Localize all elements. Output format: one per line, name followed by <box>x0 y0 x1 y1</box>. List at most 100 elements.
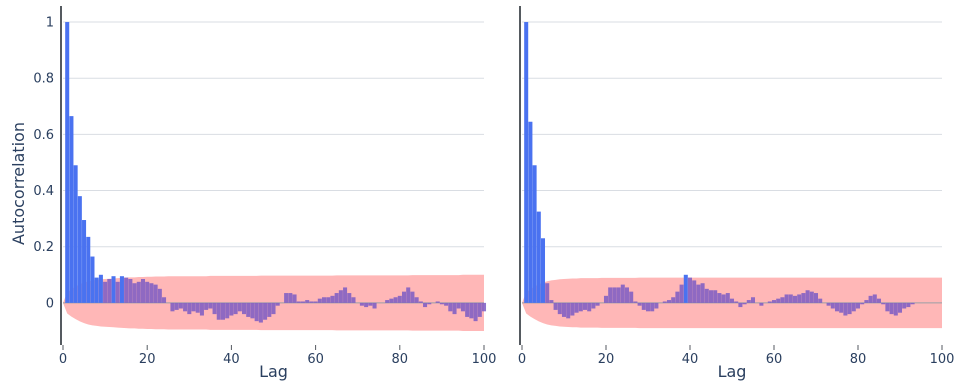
panel1-acf-bar <box>267 302 272 317</box>
panel2-acf-bar <box>788 294 793 303</box>
panel1-acf-bar <box>317 298 322 303</box>
panel2-acf-bar <box>528 121 533 303</box>
panel1-acf-bar <box>439 302 444 305</box>
panel1-acf-bar <box>153 284 158 303</box>
panel1-acf-bar <box>220 302 225 320</box>
panel1-acf-bar <box>111 276 116 303</box>
panel2-acf-bar <box>545 283 550 303</box>
panel2-acf-bar <box>587 302 592 312</box>
panel2-acf-bar <box>738 302 743 308</box>
panel1-acf-bar <box>444 302 449 306</box>
panel2-acf-bar <box>637 302 642 306</box>
panel1-y-axis-title: Autocorrelation <box>9 122 28 245</box>
panel2-acf-bar <box>666 300 672 303</box>
panel2-acf-bar <box>813 293 819 303</box>
panel1-x-tick-label: 80 <box>392 352 409 367</box>
panel1-acf-bar <box>204 302 209 310</box>
panel2-acf-bar <box>830 302 835 309</box>
panel1-acf-bar <box>410 291 415 303</box>
panel2-acf-bar <box>872 294 877 303</box>
panel2-x-axis-title: Lag <box>718 362 747 381</box>
panel2-x-tick-label: 40 <box>682 352 699 367</box>
panel2-acf-bar <box>897 302 903 313</box>
panel2-acf-bar <box>536 211 541 303</box>
panel1-acf-bar <box>149 283 154 303</box>
panel2-acf-bar <box>809 291 814 303</box>
panel1-acf-bar <box>216 302 221 320</box>
panel2-acf-bar <box>620 284 625 303</box>
panel1-acf-bar <box>347 293 352 303</box>
panel2-acf-bar <box>910 302 915 305</box>
panel1-acf-bar <box>481 302 487 312</box>
panel1-acf-bar <box>338 290 343 303</box>
panel2-acf-bar <box>704 288 709 303</box>
panel1-acf-bar <box>418 301 423 303</box>
panel1-acf-bar <box>233 302 238 315</box>
panel2-acf-bar <box>553 302 558 310</box>
panel2-acf-bar <box>708 290 714 303</box>
panel2-acf-bar <box>746 300 751 303</box>
panel1-acf-bar <box>124 277 129 303</box>
panel2-acf-bar <box>629 291 634 303</box>
panel1-x-tick-label: 60 <box>307 352 324 367</box>
panel2-acf-bar <box>549 300 554 303</box>
panel2-acf-bar <box>683 274 688 303</box>
panel2-acf-bar <box>742 302 747 305</box>
panel1-acf-bar <box>174 302 179 310</box>
panel1-acf-bar <box>195 302 200 313</box>
panel2-acf-bar <box>524 22 529 303</box>
panel2-acf-bar <box>624 287 630 303</box>
panel1-acf-bar <box>359 302 364 306</box>
panel2-acf-bar <box>797 294 802 303</box>
panel1-acf-bar <box>465 302 470 317</box>
panel1-acf-bar <box>229 302 234 316</box>
panel1-acf-bar <box>448 302 453 312</box>
panel2-x-tick-label: 20 <box>598 352 615 367</box>
panel2-acf-bar <box>675 291 680 303</box>
panel2-x-tick-label: 80 <box>850 352 867 367</box>
panel1-y-tick-label: 0.8 <box>33 72 54 87</box>
panel1-y-tick-label: 0.2 <box>33 240 54 255</box>
panel2-acf-bar <box>557 302 562 315</box>
panel2-acf-bar <box>721 294 726 303</box>
panel2-acf-bar <box>633 301 638 303</box>
panel1-acf-bar <box>296 301 301 303</box>
panel1-acf-bar <box>334 293 339 303</box>
panel1-acf-bar <box>115 281 120 303</box>
panel1-acf-bar <box>237 302 242 312</box>
panel1-x-tick-label: 40 <box>223 352 240 367</box>
panel2-acf-bar <box>650 302 655 312</box>
panel1-acf-bar <box>183 302 188 312</box>
panel1-y-tick-label: 0.4 <box>33 184 54 199</box>
panel1-acf-bar <box>460 302 465 312</box>
panel2-acf-bar <box>570 302 575 316</box>
panel2-acf-bar <box>595 302 600 306</box>
panel2-acf-bar <box>645 302 651 312</box>
panel1-x-tick-label: 100 <box>472 352 497 367</box>
panel2-acf-bar <box>834 302 840 312</box>
panel2-acf-bar <box>717 293 722 303</box>
panel1-acf-bar <box>397 295 402 303</box>
panel1-acf-bar <box>119 276 124 303</box>
panel2-acf-bar <box>734 301 739 303</box>
panel1-acf-bar <box>212 302 217 315</box>
panel1-acf-bar <box>199 302 204 316</box>
panel2-acf-bar <box>566 302 571 319</box>
panel2-acf-bar <box>540 238 546 303</box>
panel1-acf-bar <box>414 297 419 303</box>
panel2-acf-bar <box>561 302 567 317</box>
panel2-acf-bar <box>532 165 537 303</box>
panel2-acf-bar <box>725 293 730 303</box>
panel2-acf-bar <box>780 297 785 303</box>
panel2-acf-bar <box>826 302 831 306</box>
panel2-acf-bar <box>687 277 693 303</box>
panel2-acf-bar <box>603 295 609 303</box>
panel1-acf-bar <box>90 256 95 303</box>
panel1-acf-bar <box>191 302 196 312</box>
panel1-acf-bar <box>136 281 141 303</box>
panel1-x-tick-label: 0 <box>59 352 67 367</box>
panel1-acf-bar <box>330 295 335 303</box>
panel2-acf-bar <box>885 302 890 312</box>
panel1-acf-bar <box>305 300 310 303</box>
panel2-acf-bar <box>582 302 588 310</box>
